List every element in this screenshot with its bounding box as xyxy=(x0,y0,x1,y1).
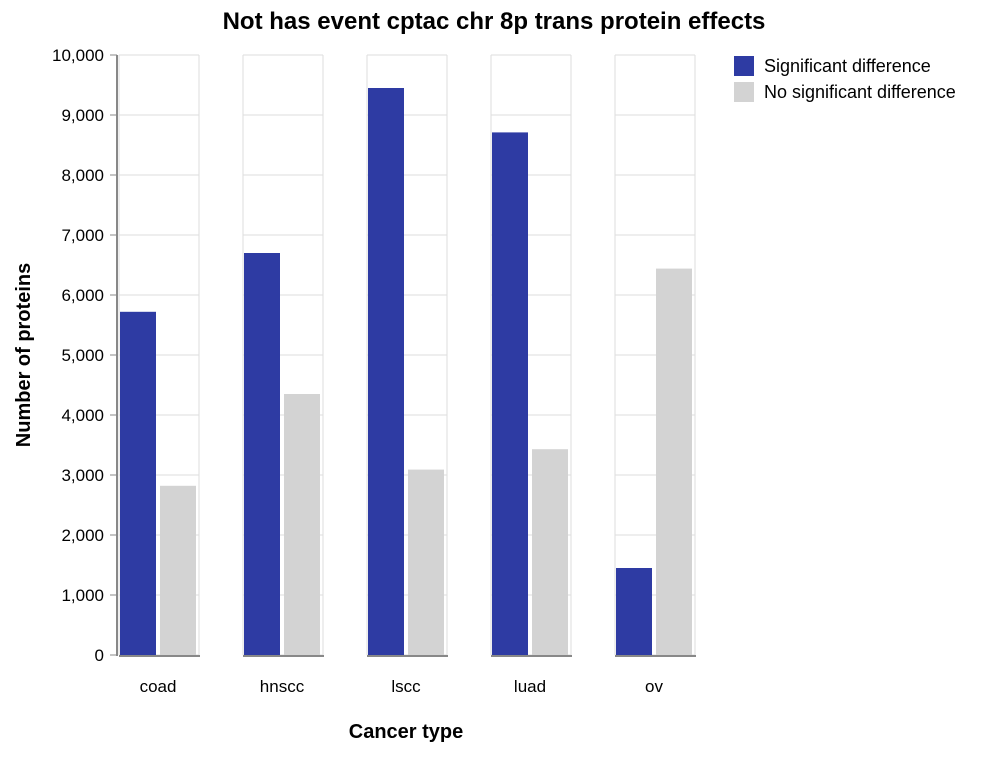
bar-lscc-not-significant xyxy=(408,469,444,655)
legend-label-0: Significant difference xyxy=(764,56,931,76)
x-tick-label-hnscc: hnscc xyxy=(260,677,305,696)
y-tick-label: 6,000 xyxy=(61,286,104,305)
y-tick-label: 1,000 xyxy=(61,586,104,605)
bar-hnscc-not-significant xyxy=(284,394,320,655)
bar-luad-significant xyxy=(492,132,528,655)
y-tick-label: 9,000 xyxy=(61,106,104,125)
y-tick-label: 0 xyxy=(95,646,104,665)
y-tick-label: 4,000 xyxy=(61,406,104,425)
bar-luad-not-significant xyxy=(532,449,568,655)
x-tick-label-luad: luad xyxy=(514,677,546,696)
plot-area: coad hnscc lscc luad ov 0 1,000 2,000 3,000 4,000… xyxy=(52,46,696,696)
y-tick-label: 8,000 xyxy=(61,166,104,185)
legend: Significant difference No significant dif… xyxy=(734,56,956,102)
bar-ov-not-significant xyxy=(656,268,692,655)
x-tick-label-coad: coad xyxy=(140,677,177,696)
x-tick-label-lscc: lscc xyxy=(391,677,421,696)
bar-lscc-significant xyxy=(368,88,404,655)
bar-ov-significant xyxy=(616,568,652,655)
y-tick-label: 10,000 xyxy=(52,46,104,65)
chart-title: Not has event cptac chr 8p trans protein… xyxy=(223,8,766,35)
x-axis-title: Cancer type xyxy=(349,721,464,743)
bar-coad-not-significant xyxy=(160,485,196,655)
bar-coad-significant xyxy=(120,311,156,655)
y-axis-title: Number of proteins xyxy=(13,263,35,447)
y-tick-label: 7,000 xyxy=(61,226,104,245)
y-tick-label: 5,000 xyxy=(61,346,104,365)
x-tick-label-ov: ov xyxy=(645,677,663,696)
legend-swatch-1 xyxy=(734,82,754,102)
bar-hnscc-significant xyxy=(244,253,280,655)
y-tick-label: 2,000 xyxy=(61,526,104,545)
legend-swatch-0 xyxy=(734,56,754,76)
y-tick-label: 3,000 xyxy=(61,466,104,485)
legend-label-1: No significant difference xyxy=(764,82,956,102)
